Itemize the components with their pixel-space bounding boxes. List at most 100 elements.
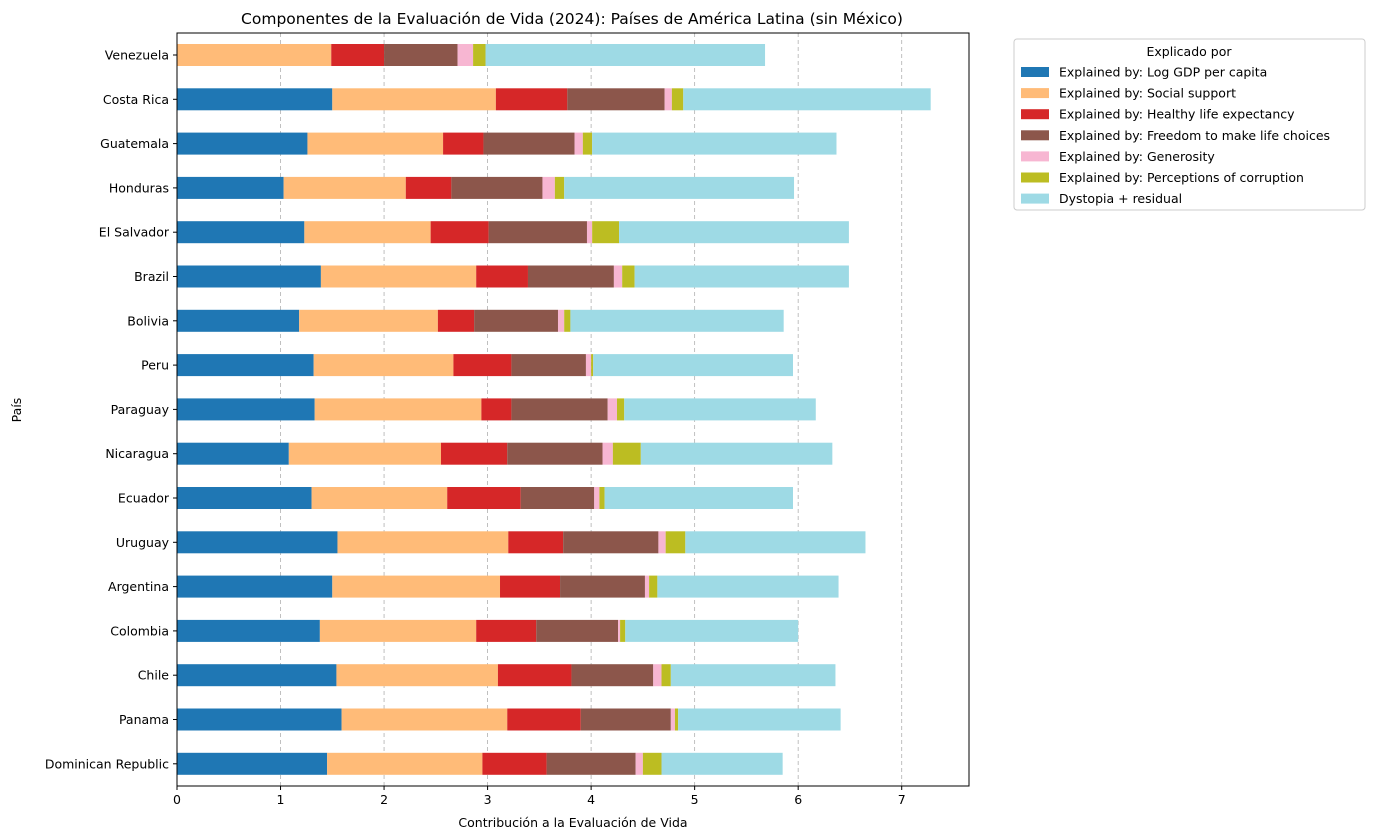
bar-segment xyxy=(653,664,662,687)
legend-label: Explained by: Generosity xyxy=(1059,149,1215,164)
bar-segment xyxy=(599,487,605,509)
bar-segment xyxy=(564,309,571,332)
bar-segment xyxy=(177,132,308,155)
bar-segment xyxy=(453,354,512,377)
bar-segment xyxy=(586,221,593,244)
bar-segment xyxy=(554,176,565,199)
bars-layer xyxy=(177,44,931,775)
y-tick-label: Ecuador xyxy=(118,491,170,506)
bar-segment xyxy=(177,531,338,554)
bar-segment xyxy=(640,442,833,465)
x-tick-label: 6 xyxy=(794,792,802,807)
bar-segment xyxy=(613,265,623,288)
legend-title: Explicado por xyxy=(1147,44,1233,59)
bar-segment xyxy=(177,265,321,288)
bar-segment xyxy=(177,752,328,775)
bar-segment xyxy=(473,44,486,66)
bar-segment xyxy=(177,575,333,598)
legend-frame xyxy=(1013,38,1366,211)
bar-segment xyxy=(384,44,458,66)
chart-title: Componentes de la Evaluación de Vida (20… xyxy=(241,10,903,28)
bar-segment xyxy=(658,531,666,554)
bar-segment xyxy=(327,752,483,775)
bar-segment xyxy=(488,221,587,244)
x-tick-label: 2 xyxy=(380,792,388,807)
bar-segment xyxy=(311,487,448,509)
bar-segment xyxy=(683,88,931,111)
bar-segment xyxy=(482,752,547,775)
x-tick-label: 1 xyxy=(277,792,285,807)
y-tick-label: Dominican Republic xyxy=(45,756,169,771)
bar-segment xyxy=(483,132,575,155)
bar-segment xyxy=(635,752,643,775)
bar-segment xyxy=(674,708,679,731)
y-tick-label: Bolivia xyxy=(127,313,169,328)
y-tick-label: Venezuela xyxy=(105,48,169,63)
bar-segment xyxy=(664,88,672,111)
bar-segment xyxy=(560,575,645,598)
bar-segment xyxy=(497,664,572,687)
bar-segment xyxy=(177,309,300,332)
y-tick-label: Uruguay xyxy=(116,535,170,550)
bar-segment xyxy=(527,265,614,288)
bar-segment xyxy=(474,309,558,332)
bar-segment xyxy=(177,44,332,66)
x-ticks-layer: 0 1 2 3 4 5 6 7 xyxy=(173,786,906,807)
legend-label: Explained by: Freedom to make life choic… xyxy=(1059,128,1330,143)
bar-segment xyxy=(430,221,489,244)
bar-segment xyxy=(557,309,565,332)
x-axis-label: Contribución a la Evaluación de Vida xyxy=(458,815,687,830)
bar-segment xyxy=(678,708,841,731)
bar-segment xyxy=(670,664,836,687)
bar-segment xyxy=(582,132,593,155)
bar-segment xyxy=(604,487,793,509)
x-tick-label: 7 xyxy=(898,792,906,807)
bar-segment xyxy=(177,442,289,465)
bar-segment xyxy=(624,398,816,421)
bar-segment xyxy=(507,708,581,731)
bar-segment xyxy=(620,619,626,642)
y-tick-label: Brazil xyxy=(134,269,169,284)
bar-segment xyxy=(511,398,608,421)
y-axis-label: País xyxy=(9,398,24,423)
bar-segment xyxy=(665,531,686,554)
bar-segment xyxy=(304,221,431,244)
legend-label: Explained by: Healthy life expectancy xyxy=(1059,107,1295,122)
legend-items: Explained by: Log GDP per capita Explaine… xyxy=(1021,65,1330,206)
bar-segment xyxy=(602,442,613,465)
legend-label: Dystopia + residual xyxy=(1059,191,1182,206)
bar-segment xyxy=(511,354,586,377)
y-tick-label: Honduras xyxy=(109,180,169,195)
legend-swatch xyxy=(1021,193,1049,204)
bar-segment xyxy=(649,575,658,598)
bar-segment xyxy=(592,132,837,155)
bar-segment xyxy=(592,221,620,244)
bar-segment xyxy=(618,619,621,642)
bar-segment xyxy=(441,442,508,465)
bar-segment xyxy=(320,265,477,288)
bar-segment xyxy=(331,44,385,66)
bar-segment xyxy=(657,575,839,598)
bar-segment xyxy=(476,619,537,642)
bar-segment xyxy=(670,708,675,731)
bar-segment xyxy=(622,265,635,288)
bar-segment xyxy=(177,619,320,642)
bar-segment xyxy=(536,619,619,642)
bar-segment xyxy=(574,132,583,155)
x-tick-label: 0 xyxy=(173,792,181,807)
bar-segment xyxy=(661,664,671,687)
bar-segment xyxy=(476,265,528,288)
bar-segment xyxy=(563,531,659,554)
bar-segment xyxy=(485,44,766,66)
bar-segment xyxy=(634,265,849,288)
y-tick-label: Paraguay xyxy=(111,402,170,417)
x-tick-label: 3 xyxy=(484,792,492,807)
bar-segment xyxy=(500,575,561,598)
bar-segment xyxy=(546,752,636,775)
bar-segment xyxy=(481,398,512,421)
legend-swatch xyxy=(1021,67,1049,77)
y-tick-label: Costa Rica xyxy=(103,92,169,107)
bar-segment xyxy=(443,132,484,155)
bar-segment xyxy=(283,176,406,199)
bar-segment xyxy=(607,398,617,421)
